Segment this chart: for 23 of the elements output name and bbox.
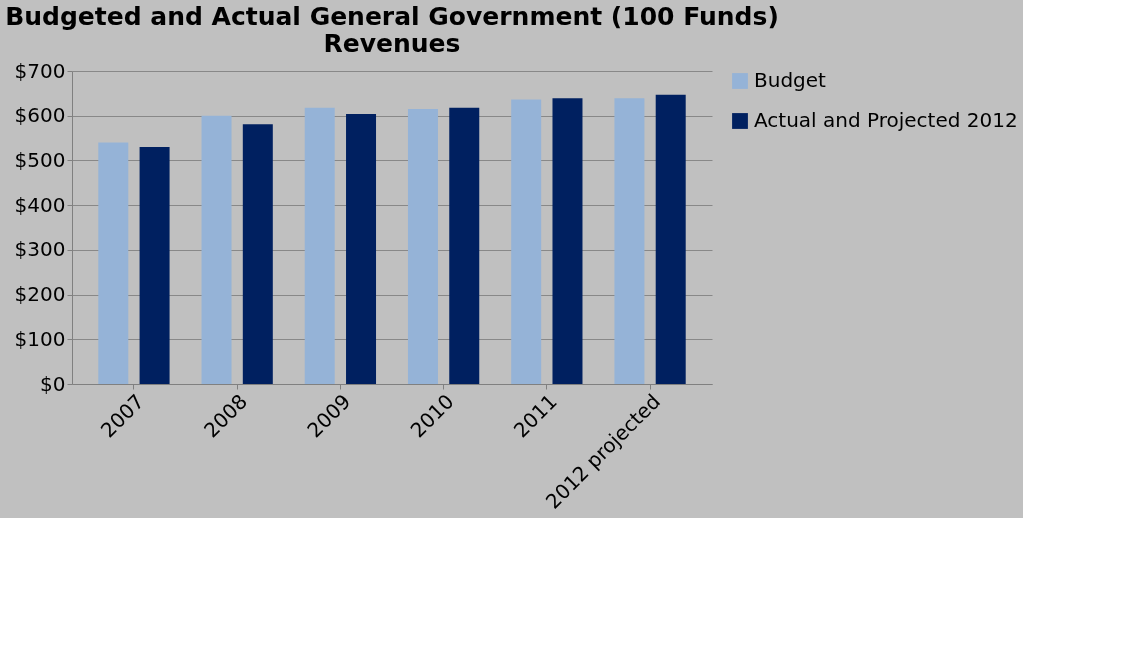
y-tick-label: $600 [14,103,66,128]
bar [655,94,686,384]
y-tick-label: $300 [14,237,66,262]
y-tick-label: $700 [14,58,66,83]
y-tick-label: $200 [14,282,66,307]
bar [552,98,583,384]
legend-label: Actual and Projected 2012 [754,108,1018,132]
chart-title: Budgeted and Actual General Government (100 Funds) Revenues [5,2,779,58]
bar [98,142,129,384]
y-tick-label: $100 [14,326,66,351]
bar [407,109,438,384]
y-tick-label: $0 [40,371,66,396]
bar [449,107,480,384]
y-tick-label: $500 [14,147,66,172]
legend-label: Budget [754,68,827,92]
bar [614,98,645,384]
bar [242,124,273,384]
bar [346,113,377,384]
bar [511,99,542,384]
bar [201,115,232,384]
y-tick-label: $400 [14,192,66,217]
bar [139,147,170,384]
bar [304,107,335,384]
